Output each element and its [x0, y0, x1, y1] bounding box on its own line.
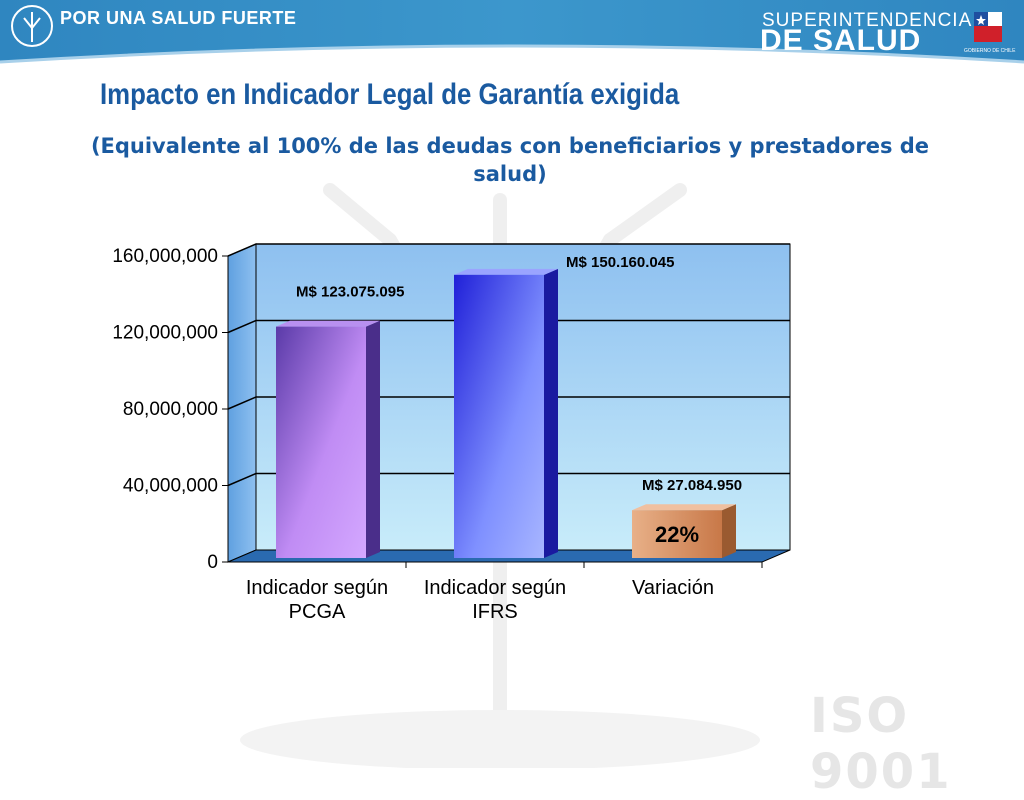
- x-tick-label: Indicador según: [424, 577, 566, 599]
- bar-top: [454, 268, 558, 275]
- bar: [454, 274, 544, 558]
- gridline: [227, 396, 790, 410]
- slide-subtitle: (Equivalente al 100% de las deudas con b…: [90, 134, 930, 186]
- bar-side: [366, 320, 380, 558]
- bar-top: [276, 320, 380, 327]
- y-tick-label: 160,000,000: [112, 246, 218, 267]
- slide-title: Impacto en Indicador Legal de Garantía e…: [100, 78, 680, 111]
- brand-name-line1: SUPERINTENDENCIA: [762, 10, 973, 31]
- brand-slogan: POR UNA SALUD FUERTE: [60, 8, 297, 28]
- bar-chart: 0 40,000,000 80,000,000 120,000,000 160,000,…: [112, 243, 791, 623]
- gridline: [227, 472, 790, 487]
- bar-side: [722, 504, 736, 558]
- gridline: [227, 243, 790, 257]
- data-label: M$ 123.075.095: [296, 284, 404, 301]
- header: POR UNA SALUD FUERTE SUPERINTENDENCIA DE…: [0, 0, 1024, 80]
- y-tick-label: 0: [207, 552, 218, 573]
- gridline: [227, 319, 790, 334]
- x-tick-label: Indicador según: [246, 577, 388, 599]
- y-tick-label: 40,000,000: [123, 476, 218, 497]
- y-tick-label: 120,000,000: [112, 323, 218, 344]
- bar: [632, 510, 722, 558]
- brand-name-line2: DE SALUD: [760, 24, 922, 57]
- data-label: M$ 27.084.950: [642, 477, 742, 494]
- iso-watermark: ISO 9001: [810, 688, 952, 800]
- bar-side: [544, 268, 558, 558]
- bar-annotation: 22%: [655, 522, 699, 547]
- tree-logo-icon: [11, 5, 53, 47]
- bar: [276, 326, 366, 558]
- x-tick-label: PCGA: [289, 601, 346, 623]
- bar-top: [632, 504, 736, 511]
- y-tick-label: 80,000,000: [123, 399, 218, 420]
- data-label: M$ 150.160.045: [566, 254, 674, 271]
- government-label: GOBIERNO DE CHILE: [964, 48, 1016, 54]
- government-shield-icon: [974, 12, 1002, 42]
- x-tick-label: IFRS: [472, 601, 518, 623]
- x-tick-label: Variación: [632, 577, 714, 599]
- header-band: [0, 0, 1024, 64]
